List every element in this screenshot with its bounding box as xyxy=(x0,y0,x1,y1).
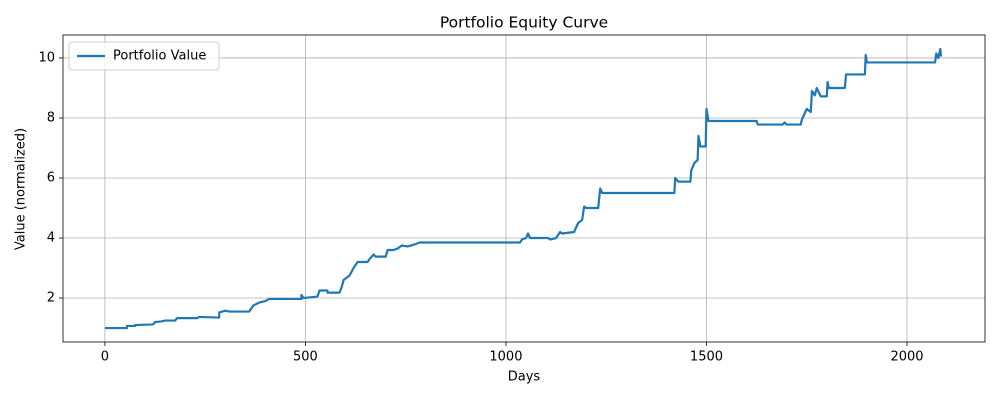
line-series xyxy=(104,47,943,330)
y-tick-label: 8 xyxy=(47,110,55,125)
x-tick-label: 1000 xyxy=(489,350,522,365)
chart-title: Portfolio Equity Curve xyxy=(440,14,608,32)
y-tick-label: 2 xyxy=(47,291,55,306)
axes-frame xyxy=(62,34,986,343)
x-tick-label: 0 xyxy=(101,350,109,365)
y-tick-label: 4 xyxy=(47,231,55,246)
legend-box xyxy=(68,41,220,71)
x-tick-label: 500 xyxy=(293,350,318,365)
legend-label: Portfolio Value xyxy=(113,49,206,64)
x-axis-label: Days xyxy=(508,370,541,385)
y-tick-label: 10 xyxy=(38,50,55,65)
x-tick-label: 2000 xyxy=(890,350,923,365)
y-axis-label: Value (normalized) xyxy=(14,128,29,250)
y-tick-label: 6 xyxy=(47,170,55,185)
x-tick-label: 1500 xyxy=(690,350,723,365)
